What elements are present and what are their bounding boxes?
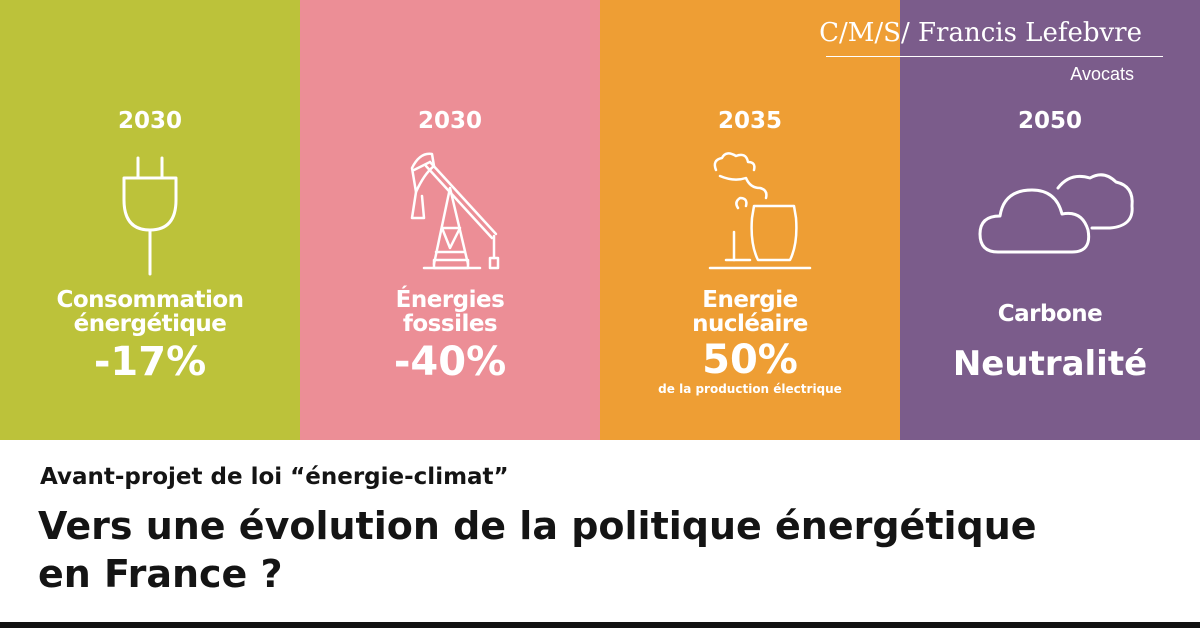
panel-value: -17% [93,339,207,385]
label-line: Consommation [56,287,244,313]
headline-line: Vers une évolution de la politique énerg… [38,504,1037,548]
panel-carbon-neutrality: 2050 Carbone Neutralité [900,0,1200,440]
panel-year: 2030 [417,108,482,134]
kicker: Avant-projet de loi “énergie-climat” [40,464,509,490]
label-line: Énergies [395,287,505,313]
panel-subtext: de la production électrique [658,382,842,396]
label-line: fossiles [402,311,498,337]
logo-subtitle: Avocats [1070,64,1134,84]
headline-area: Avant-projet de loi “énergie-climat” Ver… [0,440,1200,622]
label-line: nucléaire [692,311,808,337]
label-line: Energie [702,287,798,313]
panel-label: Energie nucléaire [600,288,900,336]
nuclear-plant-icon [650,148,850,278]
panel-year: 2030 [117,108,182,134]
oil-pump-icon [350,148,550,278]
cloud-icon [950,148,1150,278]
plug-icon [50,148,250,278]
panel-year: 2035 [717,108,782,134]
bottom-bar [0,622,1200,628]
infographic-panels: 2030 Consommation énergétique -17% 2030 [0,0,1200,440]
panel-nuclear-energy: 2035 Energie nucléaire 50% de la product… [600,0,900,440]
logo-divider [826,56,1163,57]
panel-label: Carbone [997,301,1103,327]
panel-label: Énergies fossiles [300,288,600,336]
panel-fossil-energy: 2030 Énergies fossiles -40% [300,0,600,440]
panel-year: 2050 [1017,108,1082,134]
panel-value: 50% [702,337,798,383]
label-line: énergétique [73,311,227,337]
panel-value: Neutralité [952,344,1148,384]
panel-energy-consumption: 2030 Consommation énergétique -17% [0,0,300,440]
panel-value: -40% [393,339,507,385]
headline-line: en France ? [38,552,283,596]
panel-label: Consommation énergétique [0,288,300,336]
cms-francis-lefebvre-logo: C/M/S/ Francis Lefebvre Avocats [819,18,1170,88]
logo-main-text: C/M/S/ Francis Lefebvre [819,18,1142,48]
headline: Vers une évolution de la politique énerg… [38,502,1158,598]
